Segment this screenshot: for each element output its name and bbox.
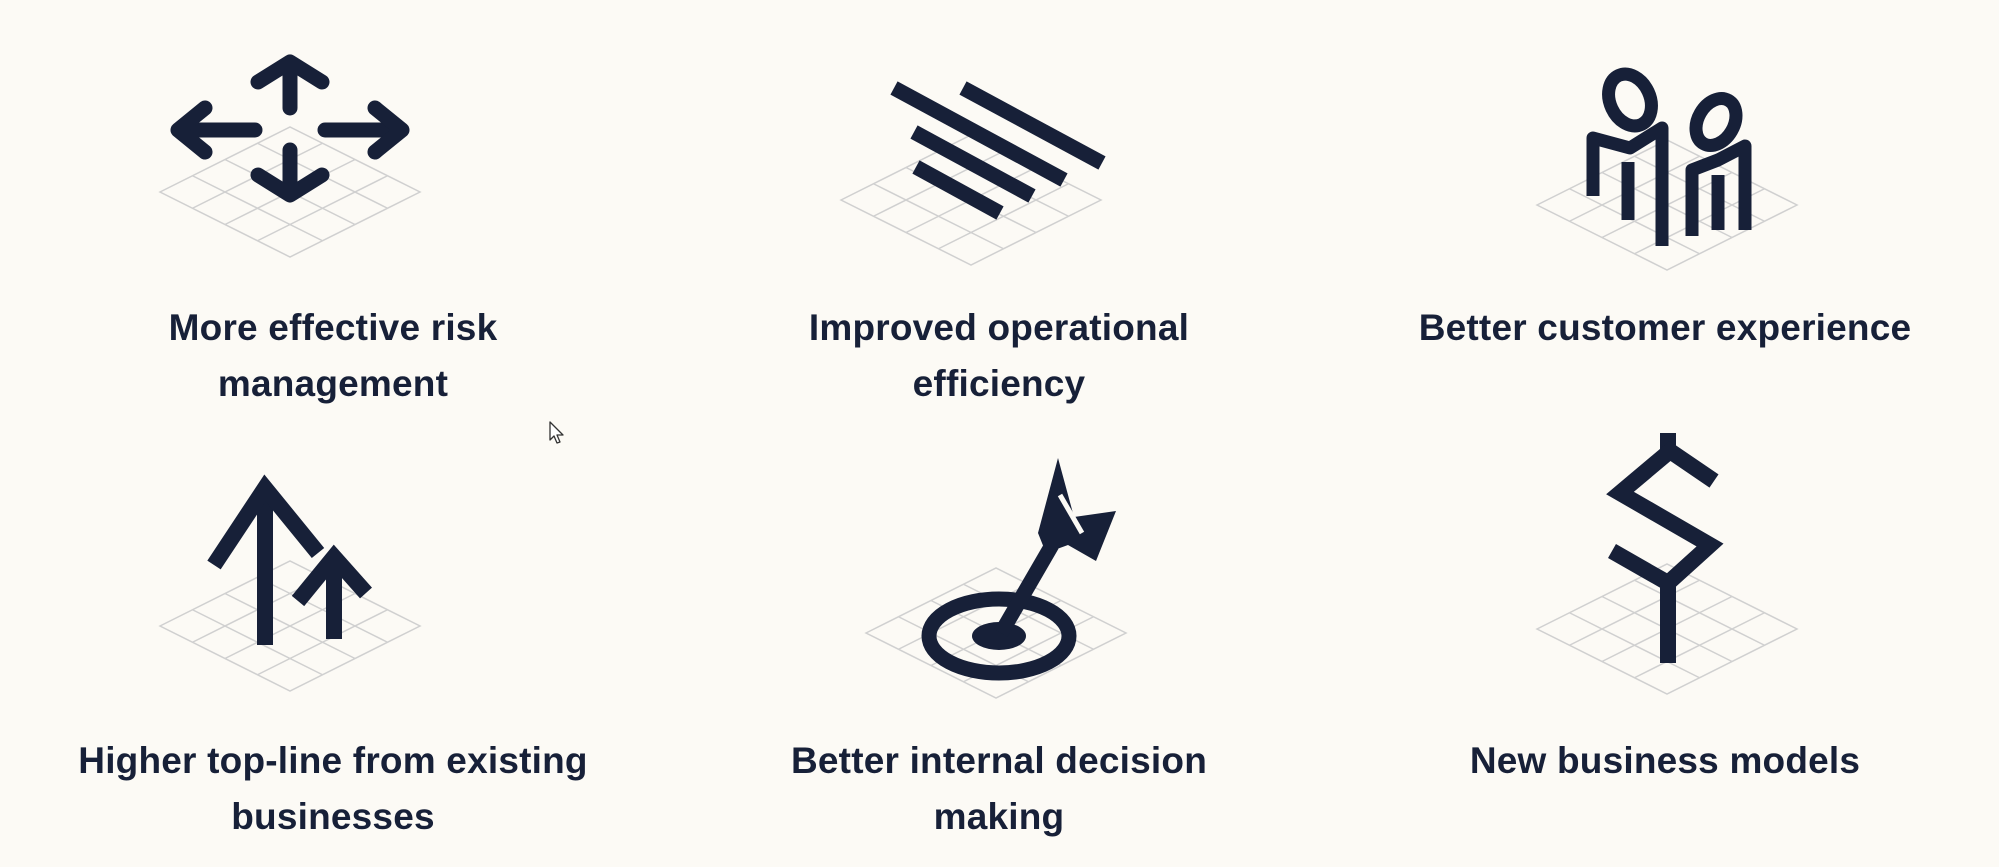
benefit-label: Improved operational efficiency (808, 307, 1190, 404)
dollar-symbol (1606, 433, 1724, 663)
benefit-label: Better customer experience (1418, 307, 1912, 348)
people-icon (1535, 67, 1799, 271)
expand-arrows-icon (158, 54, 422, 258)
benefit-customer-experience: Better customer experience (1332, 0, 1998, 433)
target-arrow-icon (864, 458, 1128, 699)
diagonal-lines-icon (839, 81, 1106, 266)
benefit-label: More effective risk management (168, 307, 498, 404)
benefit-label: Higher top-line from existing businesses (78, 740, 588, 837)
up-arrows-icon (158, 474, 422, 692)
benefit-label: New business models (1469, 740, 1861, 781)
benefit-decision-making: Better internal decision making (666, 433, 1332, 866)
benefit-risk-management: More effective risk management (0, 0, 666, 433)
benefit-top-line-growth: Higher top-line from existing businesses (0, 433, 666, 866)
benefit-label: Better internal decision making (790, 740, 1207, 837)
benefit-operational-efficiency: Improved operational efficiency (666, 0, 1332, 433)
benefit-business-models: New business models (1332, 433, 1998, 866)
mouse-pointer-icon (549, 421, 564, 444)
